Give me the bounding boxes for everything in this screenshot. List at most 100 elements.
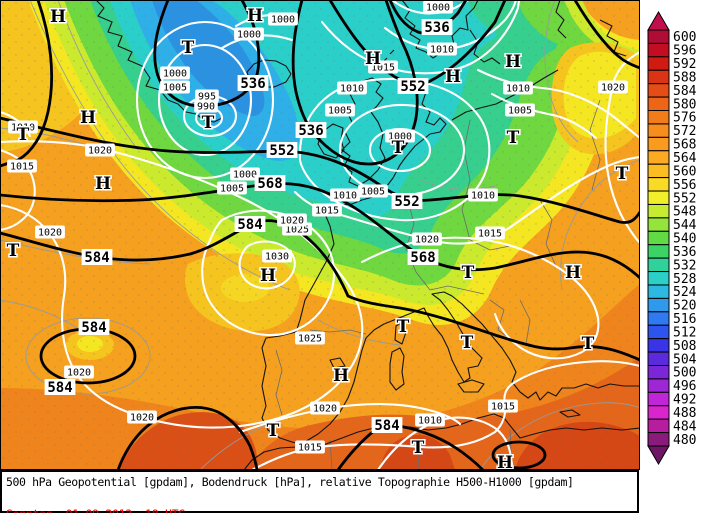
low-center-letter: T	[202, 113, 215, 133]
geopotential-contour	[0, 182, 642, 280]
scale-value: 512	[673, 325, 696, 340]
scale-value: 548	[673, 205, 696, 220]
coastline	[317, 123, 345, 159]
scale-value: 504	[673, 352, 697, 367]
isobar-label-bg	[35, 225, 65, 239]
country-border	[461, 119, 471, 241]
scale-box	[647, 163, 670, 179]
isobar-label-bg	[337, 81, 367, 95]
scale-box	[647, 69, 670, 85]
isobar-label: 1020	[277, 213, 307, 227]
isobar-label-text: 1000	[271, 15, 295, 26]
caption-bar: 500 hPa Geopotential [gpdam], Bodendruck…	[0, 470, 639, 513]
isobar-label-text: 1005	[361, 187, 385, 198]
isobar-label: 1010	[330, 188, 360, 202]
isobar-label: 990	[194, 99, 218, 113]
isobar-label-text: 1015	[315, 206, 339, 217]
low-center-letter: T	[507, 128, 520, 148]
high-center-letter: H	[95, 174, 111, 194]
isobar-label-text: 1005	[220, 184, 244, 195]
geopotential-contour	[0, 219, 642, 362]
gray-contour	[0, 299, 81, 331]
low-center-letter: T	[267, 421, 280, 441]
isobar-line	[490, 92, 598, 140]
geopotential-label: 552	[391, 193, 423, 210]
caption-title: 500 hPa Geopotential [gpdam], Bodendruck…	[6, 475, 574, 489]
isobar-label-text: 1010	[430, 45, 454, 56]
scale-box	[647, 297, 670, 313]
isobar-label-text: 1015	[491, 402, 515, 413]
scale-box	[647, 110, 670, 125]
geopotential-label-bg	[407, 249, 439, 265]
high-center-letter: H	[497, 453, 513, 470]
isobar-label: 1010	[415, 413, 445, 427]
isobar-label: 1020	[310, 401, 340, 415]
isobar-line	[135, 20, 275, 180]
country-border	[589, 99, 601, 191]
geopotential-label: 584	[371, 417, 403, 434]
geopotential-contour	[0, 0, 53, 168]
isobar-label: 1015	[7, 159, 37, 173]
isobar-label: 1005	[160, 80, 190, 94]
geopotential-label-text: 584	[81, 320, 106, 336]
isobar-label-bg	[475, 226, 505, 240]
isobar-line	[320, 0, 521, 75]
geopotential-contour	[116, 405, 259, 472]
gray-contour	[560, 159, 641, 291]
coastline	[423, 291, 640, 401]
scale-value: 564	[673, 151, 697, 166]
scale-box	[647, 257, 670, 273]
isobar-label: 1015	[295, 440, 325, 454]
isobar-label-bg	[505, 103, 535, 117]
scale-value: 508	[673, 339, 696, 354]
isobar-label: 1015	[368, 60, 398, 74]
isobar-label-bg	[468, 188, 498, 202]
scale-box	[647, 177, 670, 192]
geopotential-label-text: 552	[269, 143, 294, 159]
isobar-label-bg	[415, 413, 445, 427]
isobar-label: 995	[195, 89, 219, 103]
geopotential-label-bg	[234, 216, 266, 232]
isobar-label: 1020	[598, 80, 628, 94]
isobar-label: 1020	[127, 410, 157, 424]
coastline	[389, 347, 405, 391]
coastline	[559, 409, 581, 418]
scale-box	[647, 150, 670, 165]
isobar-label-bg	[7, 159, 37, 173]
isobar-label-text: 1020	[601, 83, 625, 94]
geopotential-contour	[39, 327, 137, 385]
color-scale-canvas: 6005965925885845805765725685645605565525…	[647, 11, 697, 466]
isobar-label-text: 1010	[340, 84, 364, 95]
isobar-label-text: 1010	[471, 191, 495, 202]
isobar-label-text: 1020	[280, 216, 304, 227]
low-center-letter: T	[17, 125, 30, 145]
scale-value: 588	[673, 70, 696, 85]
caption-datetime: Sonntag, 01-09-2013 18 UTC	[6, 507, 185, 513]
isobar-label-text: 1010	[506, 84, 530, 95]
geopotential-label-bg	[237, 75, 269, 91]
isobar-label-text: 995	[198, 92, 216, 103]
geopotential-label: 568	[407, 249, 439, 266]
geopotential-contour	[573, 0, 642, 70]
high-center-letter: H	[333, 366, 349, 386]
isobar-label-bg	[368, 60, 398, 74]
scale-value: 584	[673, 84, 697, 99]
geopotential-label-text: 584	[237, 217, 262, 233]
isobar-label: 1010	[427, 42, 457, 56]
gray-contour	[419, 179, 496, 190]
low-center-letter: T	[582, 334, 595, 354]
isobar-line	[604, 50, 642, 245]
isobar-label-bg	[217, 181, 247, 195]
isobar-label: 1015	[312, 203, 342, 217]
low-center-letter: T	[7, 241, 20, 261]
geopotential-label-bg	[266, 142, 298, 158]
isobar-label-text: 1020	[38, 228, 62, 239]
scale-value: 556	[673, 178, 696, 193]
isobar-label: 1010	[468, 188, 498, 202]
coastline	[394, 321, 407, 345]
isobar-label: 1020	[412, 232, 442, 246]
coastline	[555, 0, 567, 39]
isobar-label-bg	[64, 365, 94, 379]
isobar-label-text: 1005	[328, 106, 352, 117]
